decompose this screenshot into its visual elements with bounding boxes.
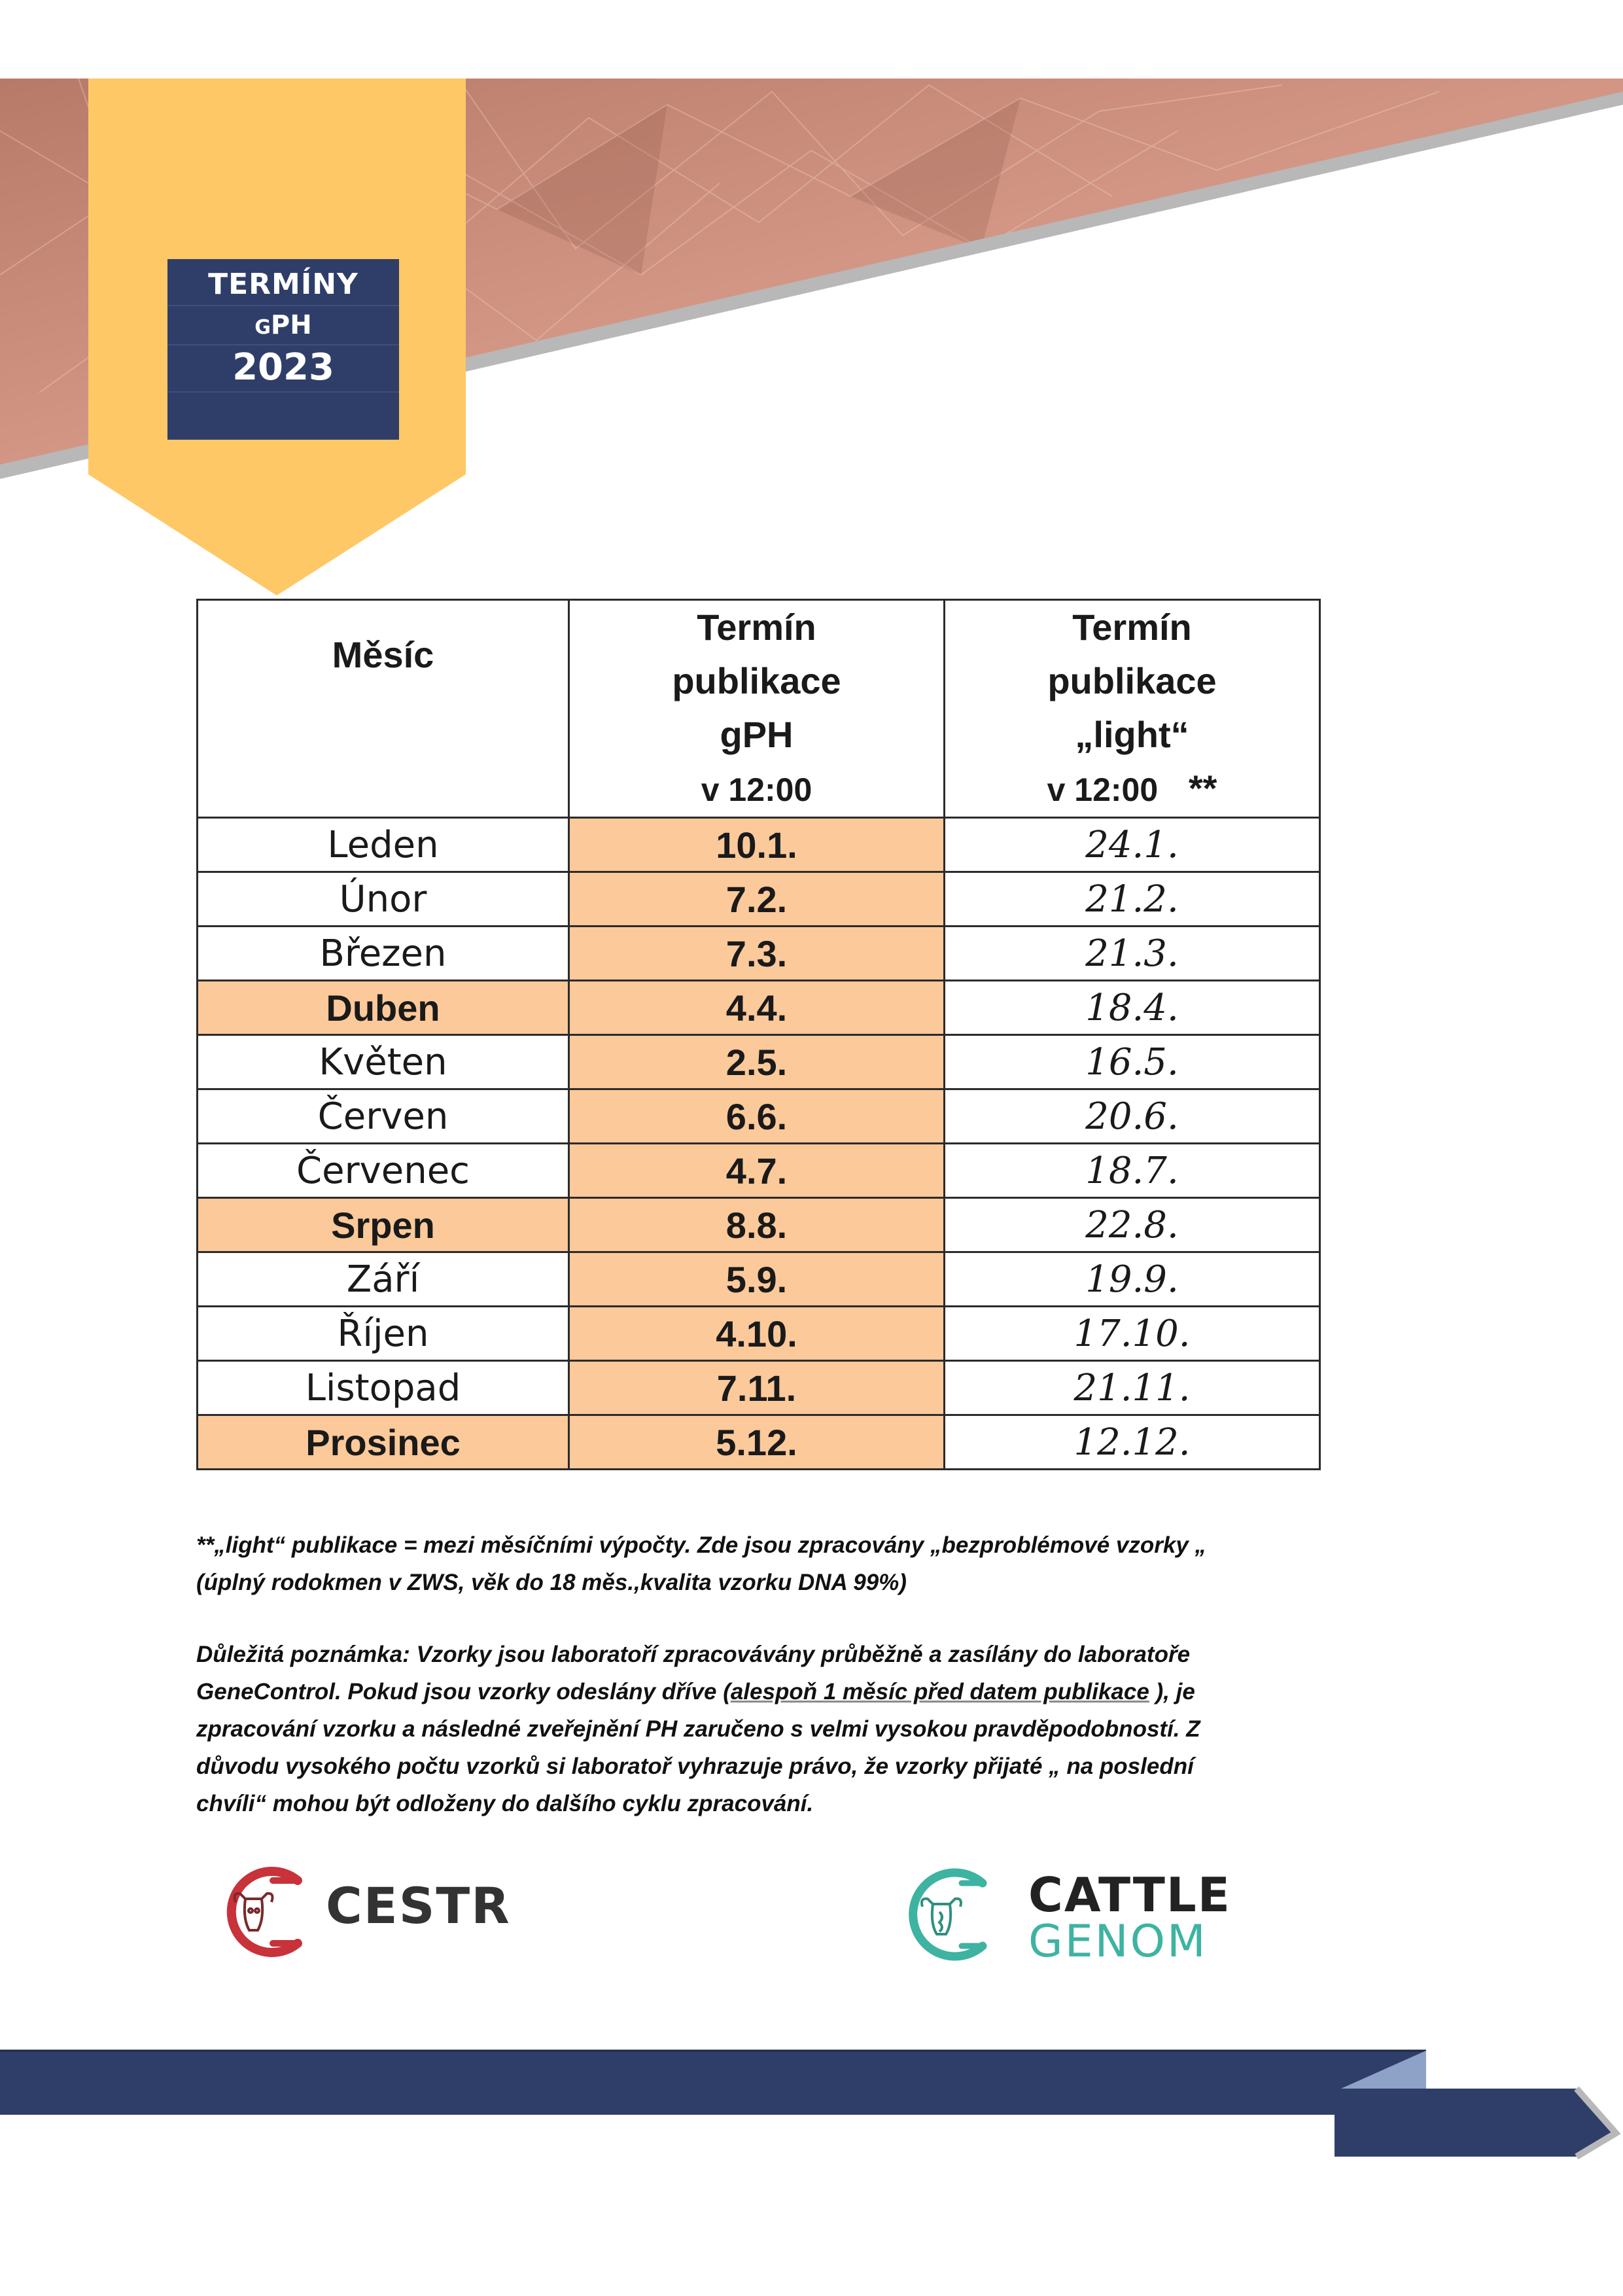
- light-publication-note: **„light“ publikace = mezi měsíčními výp…: [196, 1532, 1207, 1595]
- table-row: Prosinec 5.12. 12.12.: [196, 1414, 1321, 1470]
- cattle-logo-text: CATTLE: [1028, 1867, 1231, 1922]
- deadline-emphasis: alespoň 1 měsíc před datem publikace: [730, 1679, 1149, 1704]
- header-light-date: Termín publikace „light“ v 12:00 **: [943, 599, 1321, 819]
- cestr-logo-text: CESTR: [326, 1877, 511, 1935]
- table-header-row: Měsíc Termín publikace gPH v 12:00 Termí…: [196, 599, 1321, 819]
- footnote-mark: **: [1188, 768, 1217, 809]
- badge-title: TERMÍNY: [167, 264, 399, 306]
- month-cell: Leden: [196, 817, 570, 873]
- month-cell: Červen: [196, 1088, 570, 1144]
- gph-date-cell: 4.7.: [568, 1142, 945, 1199]
- month-cell: Březen: [196, 925, 570, 981]
- badge-year: 2023: [167, 344, 399, 393]
- footer-bar: [0, 2049, 1621, 2160]
- month-cell: Duben: [196, 980, 570, 1036]
- month-cell: Prosinec: [196, 1414, 570, 1470]
- table-row: Duben 4.4. 18.4.: [196, 980, 1321, 1036]
- header-month: Měsíc: [196, 599, 570, 819]
- cattle-genom-logo-icon: [909, 1868, 987, 1961]
- light-date-cell: 21.2.: [943, 871, 1321, 927]
- table-row: Leden 10.1. 24.1.: [196, 817, 1321, 873]
- month-cell: Listopad: [196, 1360, 570, 1416]
- light-date-cell: 16.5.: [943, 1034, 1321, 1090]
- light-date-cell: 21.11.: [943, 1360, 1321, 1416]
- light-date-cell: 20.6.: [943, 1088, 1321, 1144]
- gph-date-cell: 7.2.: [568, 871, 945, 927]
- light-date-cell: 12.12.: [943, 1414, 1321, 1470]
- month-cell: Září: [196, 1251, 570, 1307]
- important-note: Důležitá poznámka: Vzorky jsou laboratoř…: [196, 1642, 1200, 1816]
- table-row: Červen 6.6. 20.6.: [196, 1088, 1321, 1144]
- gph-date-cell: 8.8.: [568, 1197, 945, 1253]
- month-cell: Únor: [196, 871, 570, 927]
- gph-date-cell: 4.4.: [568, 980, 945, 1036]
- gph-date-cell: 7.3.: [568, 925, 945, 981]
- publication-schedule-table: Měsíc Termín publikace gPH v 12:00 Termí…: [196, 599, 1321, 1470]
- header-gph-date: Termín publikace gPH v 12:00: [568, 599, 945, 819]
- light-date-cell: 19.9.: [943, 1251, 1321, 1307]
- table-row: Říjen 4.10. 17.10.: [196, 1305, 1321, 1362]
- light-date-cell: 24.1.: [943, 817, 1321, 873]
- table-row: Září 5.9. 19.9.: [196, 1251, 1321, 1307]
- table-row: Květen 2.5. 16.5.: [196, 1034, 1321, 1090]
- light-date-cell: 17.10.: [943, 1305, 1321, 1362]
- gph-date-cell: 2.5.: [568, 1034, 945, 1090]
- table-row: Březen 7.3. 21.3.: [196, 925, 1321, 981]
- month-cell: Červenec: [196, 1142, 570, 1199]
- gph-date-cell: 6.6.: [568, 1088, 945, 1144]
- cestr-logo-icon: [226, 1867, 302, 1957]
- year-badge: TERMÍNY GPH 2023: [167, 259, 399, 440]
- month-cell: Srpen: [196, 1197, 570, 1253]
- genom-logo-text: GENOM: [1028, 1916, 1208, 1968]
- table-row: Srpen 8.8. 22.8.: [196, 1197, 1321, 1253]
- light-date-cell: 21.3.: [943, 925, 1321, 981]
- gph-date-cell: 5.12.: [568, 1414, 945, 1470]
- table-row: Únor 7.2. 21.2.: [196, 871, 1321, 927]
- table-row: Listopad 7.11. 21.11.: [196, 1360, 1321, 1416]
- gph-date-cell: 4.10.: [568, 1305, 945, 1362]
- table-row: Červenec 4.7. 18.7.: [196, 1142, 1321, 1199]
- month-cell: Květen: [196, 1034, 570, 1090]
- month-cell: Říjen: [196, 1305, 570, 1362]
- light-date-cell: 18.7.: [943, 1142, 1321, 1199]
- badge-subtitle: GPH: [167, 306, 399, 345]
- gph-date-cell: 7.11.: [568, 1360, 945, 1416]
- gph-date-cell: 10.1.: [568, 817, 945, 873]
- light-date-cell: 22.8.: [943, 1197, 1321, 1253]
- light-date-cell: 18.4.: [943, 980, 1321, 1036]
- gph-date-cell: 5.9.: [568, 1251, 945, 1307]
